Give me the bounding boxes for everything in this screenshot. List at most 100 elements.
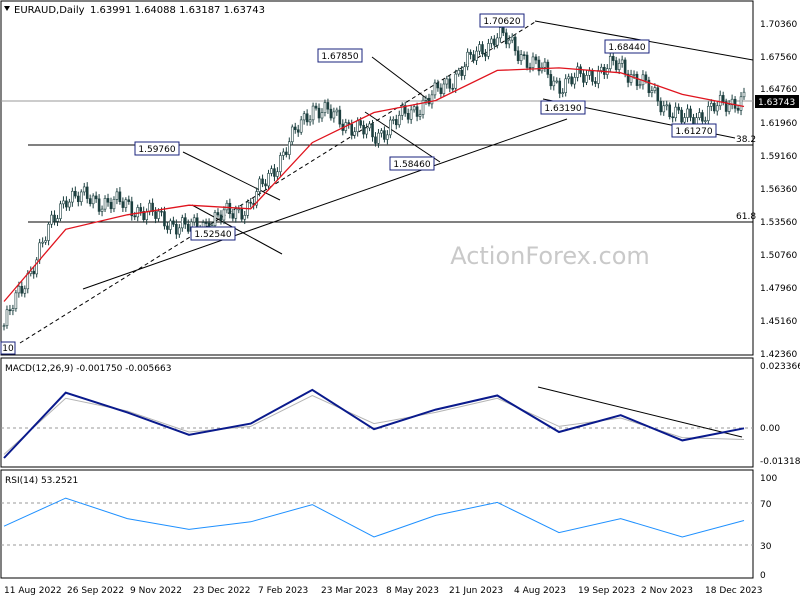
candle-body: [594, 81, 597, 84]
label-box-1-70620: [479, 13, 525, 28]
candle-body: [41, 241, 44, 244]
candle-body: [665, 104, 669, 107]
candle-body: [222, 209, 226, 221]
candle-body: [611, 56, 615, 61]
candle-body: [710, 102, 713, 107]
candle-body: [564, 78, 567, 94]
candle-body: [496, 37, 499, 46]
collapse-triangle-icon: [4, 6, 10, 11]
candle-body: [279, 155, 282, 173]
candle-body: [525, 54, 529, 68]
date-tick: 19 Sep 2023: [578, 586, 635, 596]
candle-body: [273, 168, 276, 177]
date-tick: 7 Feb 2023: [258, 586, 308, 596]
candle-body: [421, 99, 425, 115]
candle-body: [160, 210, 163, 213]
candle-body: [614, 60, 618, 70]
macd-title: MACD(12,26,9) -0.001750 -0.005663: [5, 364, 171, 374]
price-tick: 1.61960: [760, 119, 797, 129]
candle-body: [724, 101, 728, 112]
candle-body: [183, 217, 187, 225]
label-box-1-58460: [389, 156, 435, 171]
candle-body: [130, 201, 134, 217]
candle-body: [558, 80, 562, 94]
candle-body: [510, 36, 514, 41]
candle-body: [374, 136, 377, 144]
rsi-tick: 100: [760, 474, 777, 484]
candle-body: [320, 112, 324, 119]
candle-body: [677, 106, 680, 111]
candle-body: [707, 105, 710, 121]
candle-body: [359, 120, 362, 126]
label-box-1-61270: [671, 123, 717, 138]
candle-body: [38, 242, 41, 261]
fib-61-label: 61.8: [736, 212, 756, 222]
candle-body: [484, 53, 487, 57]
candle-body: [686, 108, 689, 118]
candle-body: [507, 39, 511, 45]
candle-body: [712, 102, 716, 112]
candle-body: [537, 59, 541, 72]
candle-body: [234, 208, 238, 219]
price-tick: 1.64760: [760, 85, 797, 95]
candle-body: [166, 225, 169, 230]
candle-body: [290, 126, 294, 143]
candle-body: [216, 212, 220, 216]
candle-body: [17, 285, 21, 294]
candle-body: [668, 104, 672, 118]
candle-body: [175, 224, 178, 235]
candle-body: [88, 198, 92, 205]
candle-body: [255, 191, 258, 206]
candle-body: [448, 78, 452, 89]
candle-body: [620, 59, 624, 64]
candle-body: [299, 119, 303, 133]
candle-body: [103, 198, 107, 210]
candle-body: [552, 80, 556, 87]
candle-body: [23, 288, 27, 294]
candle-body: [121, 201, 125, 208]
candle-body: [739, 96, 743, 111]
candle-body: [32, 270, 36, 275]
candle-body: [47, 223, 50, 241]
candle-body: [53, 214, 56, 222]
candle-body: [365, 127, 368, 135]
current-price-box: [755, 95, 799, 108]
candle-body: [293, 126, 297, 131]
candle-body: [659, 100, 663, 113]
candle-body: [430, 94, 434, 105]
rsi-line: [3, 497, 745, 538]
candle-body: [617, 63, 621, 70]
candle-body: [487, 43, 490, 57]
date-tick: 21 Jun 2023: [449, 586, 503, 596]
candle-body: [704, 120, 707, 122]
candle-body: [225, 202, 229, 211]
candle-body: [600, 66, 603, 71]
candle-body: [576, 66, 579, 78]
candle-body: [650, 90, 654, 94]
date-tick: 23 Dec 2022: [193, 586, 251, 596]
date-tick: 11 Aug 2022: [4, 586, 62, 596]
candle-body: [35, 259, 38, 275]
candle-body: [478, 44, 481, 52]
candle-body: [154, 211, 157, 219]
candle-body: [671, 116, 674, 119]
candle-body: [466, 51, 469, 68]
label-1-70620: 1.70620: [483, 17, 520, 27]
candle-body: [157, 210, 160, 219]
candle-body: [326, 102, 330, 110]
rsi-tick: 70: [760, 500, 772, 510]
candle-body: [249, 201, 252, 204]
price-tick: 1.67560: [760, 53, 797, 63]
candle-body: [276, 171, 279, 177]
label-box-1-52540: [190, 226, 236, 241]
date-tick: 4 Aug 2023: [514, 586, 566, 596]
candle-body: [362, 124, 365, 135]
candle-body: [608, 56, 612, 70]
label-box-1-68440: [604, 39, 650, 54]
label-low: 10: [2, 344, 14, 354]
candle-body: [454, 73, 458, 89]
candle-body: [742, 91, 746, 98]
candle-body: [50, 214, 53, 225]
candle-body: [632, 73, 636, 76]
